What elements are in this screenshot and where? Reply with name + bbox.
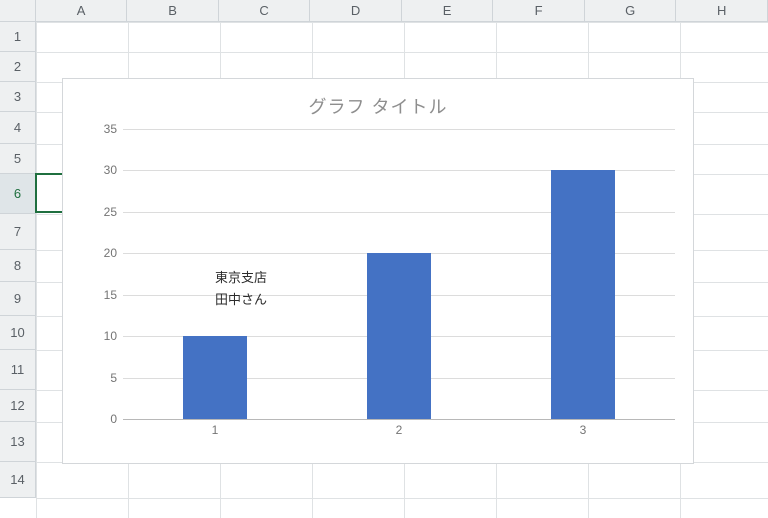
y-axis-tick-label: 25 [104, 205, 117, 219]
gridline [36, 22, 768, 23]
column-header[interactable]: D [310, 0, 402, 22]
column-header[interactable]: H [676, 0, 768, 22]
row-header[interactable]: 2 [0, 52, 36, 82]
row-header[interactable]: 4 [0, 112, 36, 144]
spreadsheet-area[interactable]: ABCDEFGH 1234567891011121314 グラフ タイトル 05… [0, 0, 768, 518]
x-axis-tick-label: 2 [396, 423, 403, 437]
x-axis-line [123, 419, 675, 420]
gridline [36, 52, 768, 53]
chart-plot-area[interactable]: 05101520253035123東京支店田中さん [123, 129, 675, 419]
select-all-corner[interactable] [0, 0, 36, 22]
gridline [36, 22, 37, 518]
column-header[interactable]: G [585, 0, 677, 22]
embedded-chart[interactable]: グラフ タイトル 0 5 10 15 20 25 30 35 1 2 3 東京支店田中さん [62, 78, 694, 464]
chart-bar[interactable] [183, 336, 247, 419]
chart-title[interactable]: グラフ タイトル [63, 93, 693, 119]
row-header[interactable]: 1 [0, 22, 36, 52]
y-axis-tick-label: 20 [104, 246, 117, 260]
column-header[interactable]: B [127, 0, 219, 22]
y-axis-tick-label: 10 [104, 329, 117, 343]
row-header[interactable]: 13 [0, 422, 36, 462]
chart-bar[interactable] [551, 170, 615, 419]
column-header-row: ABCDEFGH [0, 0, 768, 22]
column-header[interactable]: A [36, 0, 128, 22]
gridline [36, 498, 768, 499]
column-header[interactable]: E [402, 0, 494, 22]
chart-annotation-line1[interactable]: 東京支店 [215, 267, 267, 286]
row-header[interactable]: 11 [0, 350, 36, 390]
row-header[interactable]: 5 [0, 144, 36, 174]
row-header[interactable]: 7 [0, 214, 36, 250]
row-header[interactable]: 10 [0, 316, 36, 350]
row-header[interactable]: 6 [0, 174, 36, 214]
y-axis-tick-label: 30 [104, 163, 117, 177]
column-header[interactable]: C [219, 0, 311, 22]
y-axis-tick-label: 5 [110, 371, 117, 385]
chart-bar[interactable] [367, 253, 431, 419]
chart-gridline [123, 129, 675, 130]
y-axis-tick-label: 15 [104, 288, 117, 302]
row-header[interactable]: 9 [0, 282, 36, 316]
y-axis-tick-label: 0 [110, 412, 117, 426]
row-header[interactable]: 12 [0, 390, 36, 422]
row-header[interactable]: 3 [0, 82, 36, 112]
row-header[interactable]: 14 [0, 462, 36, 498]
column-header[interactable]: F [493, 0, 585, 22]
chart-annotation-line2[interactable]: 田中さん [215, 289, 267, 308]
row-header[interactable]: 8 [0, 250, 36, 282]
x-axis-tick-label: 1 [212, 423, 219, 437]
y-axis-tick-label: 35 [104, 122, 117, 136]
x-axis-tick-label: 3 [580, 423, 587, 437]
row-header-strip: 1234567891011121314 [0, 22, 36, 498]
